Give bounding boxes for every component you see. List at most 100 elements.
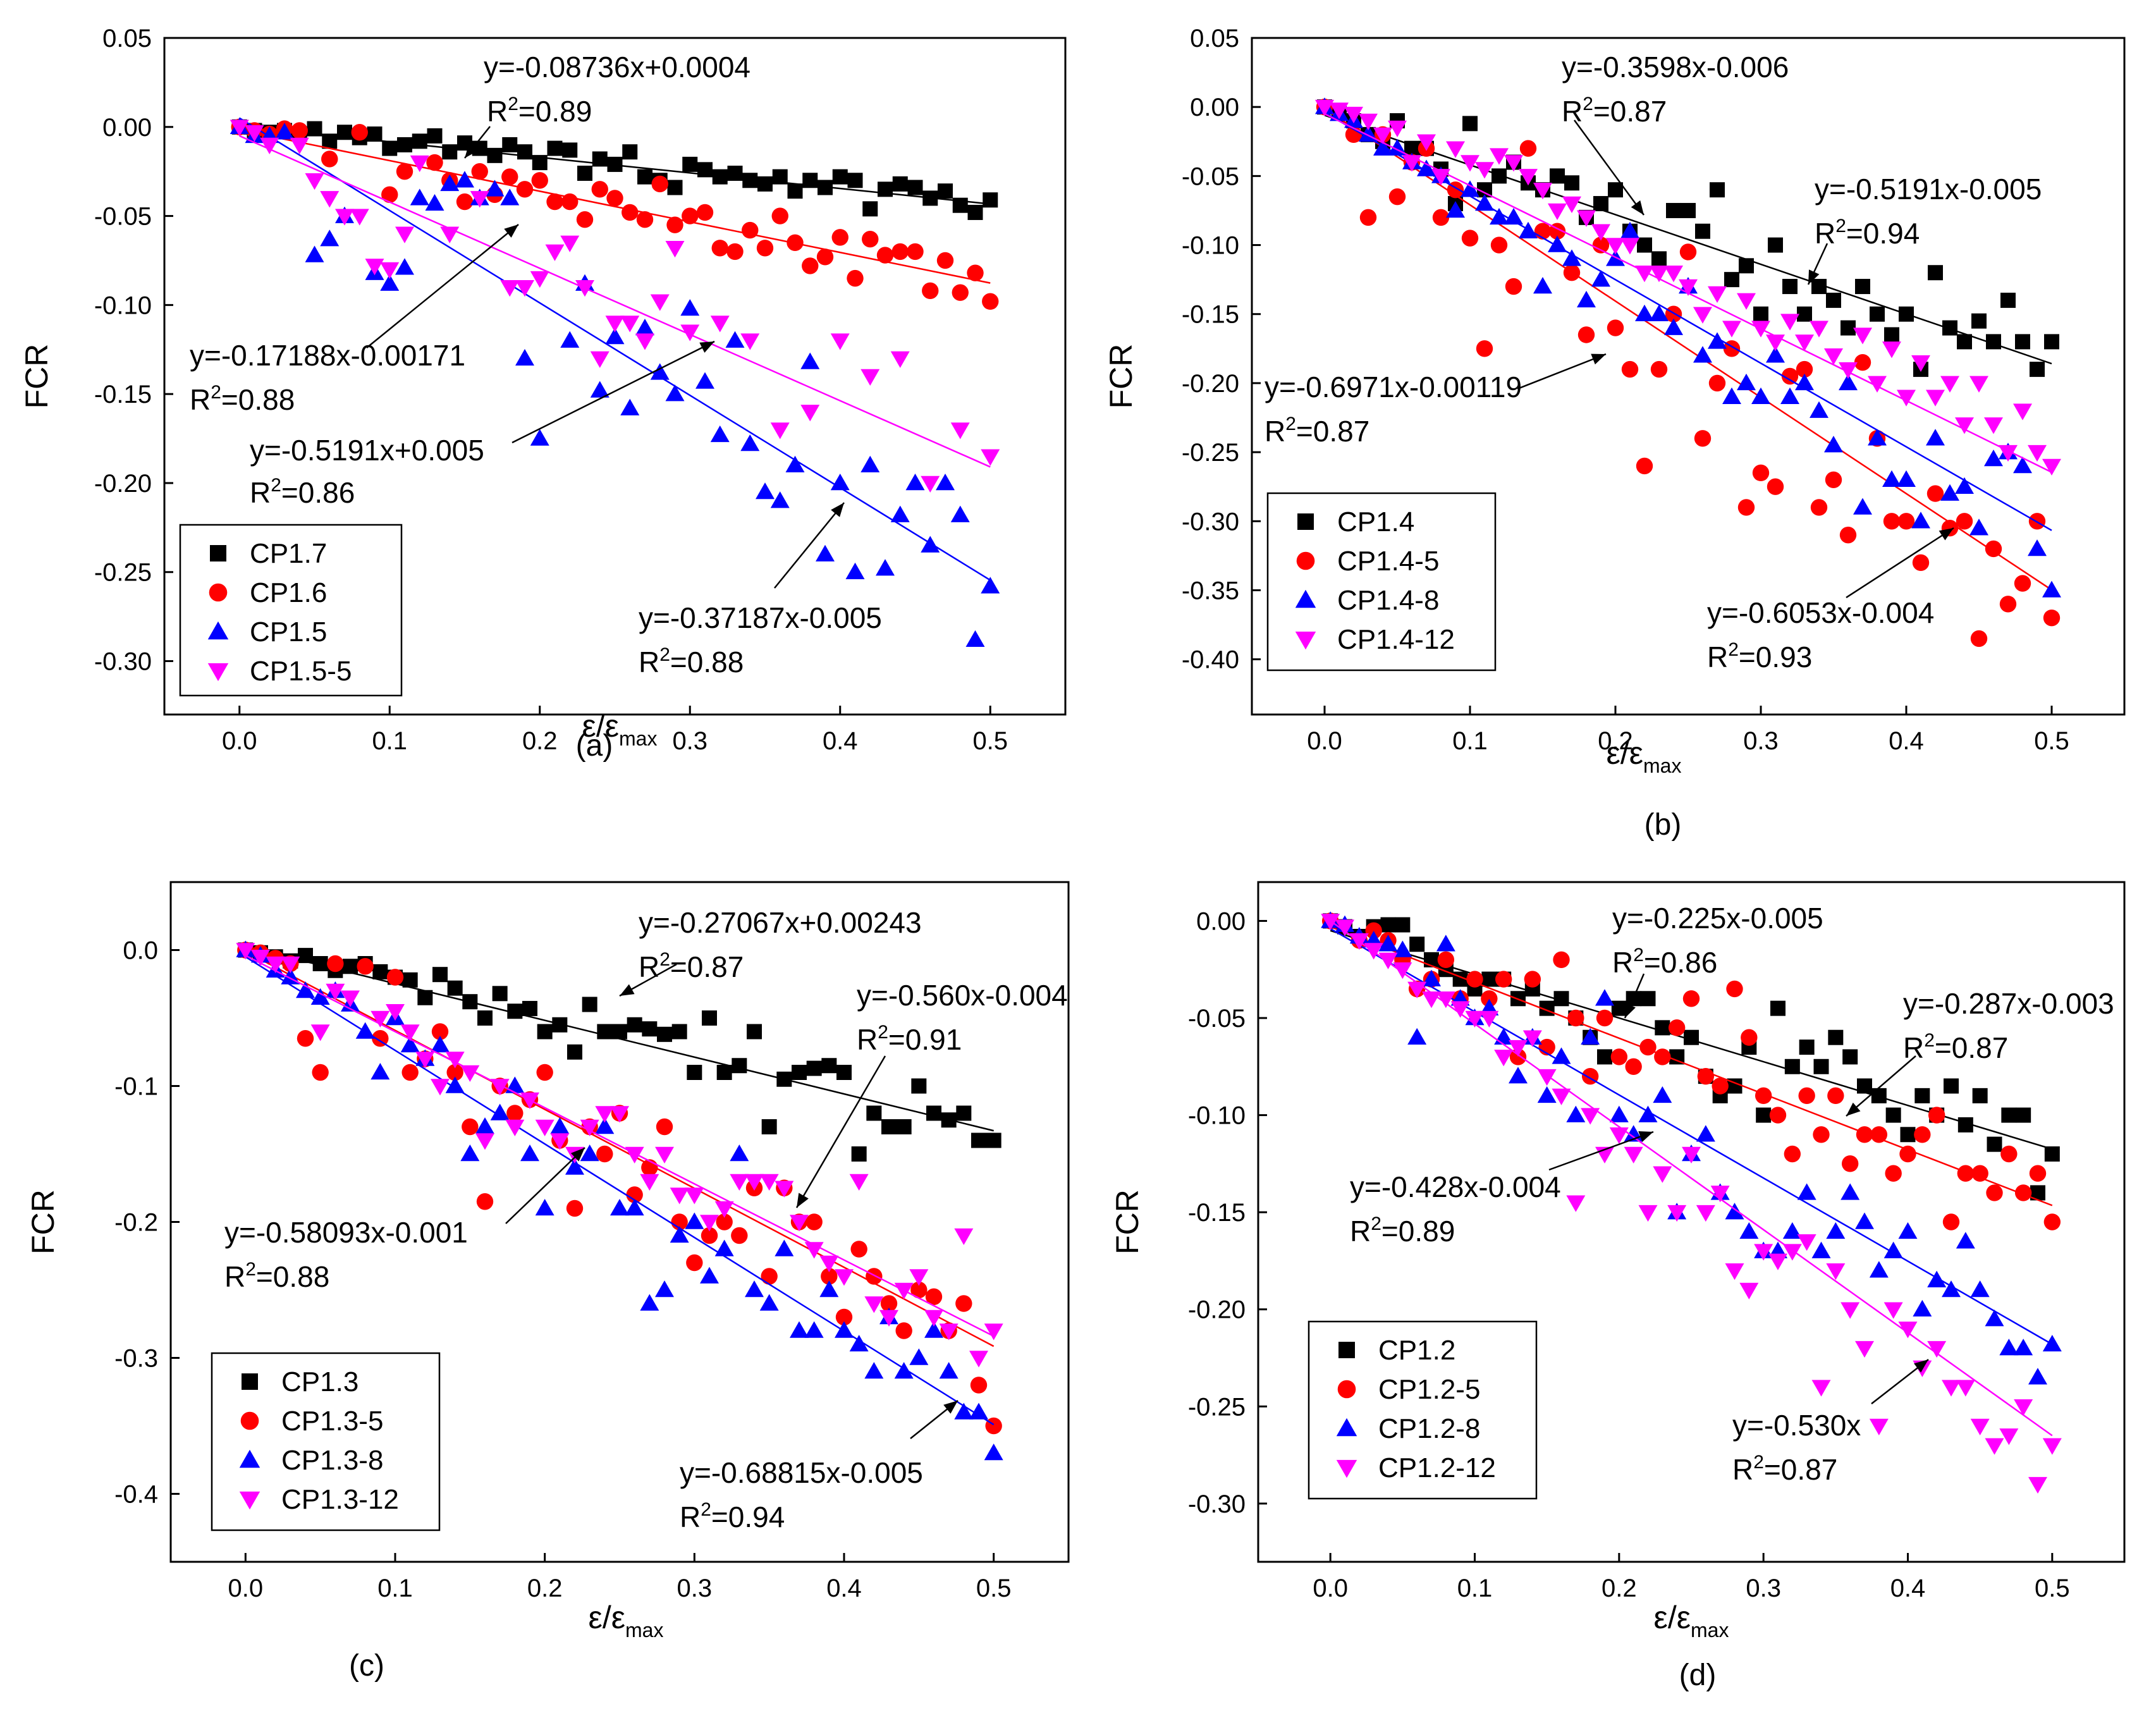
data-point-CP1.2-12	[1682, 1146, 1701, 1163]
data-point-CP1.4-12	[1344, 106, 1363, 124]
data-point-CP1.3	[776, 1071, 792, 1087]
y-axis-title: FCR	[25, 1189, 61, 1255]
data-point-CP1.6	[847, 269, 864, 287]
data-point-CP1.4	[1768, 237, 1783, 253]
data-point-CP1.4-8	[1533, 277, 1552, 294]
fit-equation: y=-0.225x-0.005	[1612, 902, 1823, 935]
data-point-CP1.4-12	[1359, 113, 1378, 131]
data-point-CP1.3-8	[505, 1076, 525, 1093]
data-point-CP1.7	[682, 156, 698, 172]
data-point-CP1.4	[1942, 320, 1957, 336]
y-tick-label: -0.30	[94, 648, 152, 676]
data-point-CP1.4-5	[1926, 485, 1944, 502]
data-point-CP1.2-12	[2042, 1438, 2062, 1455]
data-point-CP1.6	[546, 193, 563, 211]
data-point-CP1.2	[1871, 1088, 1887, 1103]
data-point-CP1.2-12	[1768, 1253, 1787, 1270]
data-point-CP1.4-8	[1635, 304, 1654, 321]
data-point-CP1.3-8	[894, 1362, 914, 1379]
data-point-CP1.3	[552, 1017, 568, 1033]
data-point-CP1.3	[792, 1065, 807, 1080]
data-point-CP1.3-8	[355, 1022, 375, 1039]
data-point-CP1.4-5	[1359, 209, 1377, 226]
annotation-arrowhead	[1914, 1359, 1928, 1373]
data-point-CP1.2	[1597, 1049, 1612, 1065]
data-point-CP1.2	[1395, 917, 1411, 933]
data-point-CP1.6	[576, 211, 594, 228]
data-point-CP1.5	[635, 318, 654, 336]
x-tick-label: 0.3	[1746, 1574, 1781, 1602]
data-point-CP1.2-5	[1697, 1067, 1715, 1085]
data-point-CP1.4-12	[1853, 328, 1872, 345]
data-point-CP1.3	[582, 997, 597, 1012]
data-point-CP1.3	[956, 1105, 972, 1121]
data-point-CP1.2-12	[1638, 1205, 1658, 1222]
data-point-CP1.2-5	[1928, 1107, 1945, 1124]
data-point-CP1.4-12	[1315, 99, 1334, 117]
data-point-CP1.2-8	[1985, 1310, 2004, 1327]
legend-label: CP1.3	[281, 1366, 358, 1397]
data-point-CP1.5-5	[410, 155, 429, 173]
data-point-CP1.2-5	[1885, 1165, 1902, 1182]
data-point-CP1.5-5	[260, 137, 279, 154]
annotation-arrowhead	[831, 503, 844, 517]
data-point-CP1.2-8	[1913, 1299, 1932, 1316]
y-tick-label: -0.25	[1188, 1393, 1246, 1421]
data-point-CP1.4-12	[1402, 155, 1421, 172]
legend-marker-CP1.2-8	[1336, 1418, 1357, 1437]
data-point-CP1.3-8	[685, 1212, 704, 1229]
data-point-CP1.5-5	[545, 244, 565, 261]
data-point-CP1.2	[2016, 1107, 2031, 1123]
legend-marker-CP1.4-5	[1296, 551, 1315, 570]
data-point-CP1.5-5	[981, 449, 1000, 466]
data-point-CP1.6	[816, 248, 834, 266]
data-point-CP1.2-5	[1841, 1155, 1859, 1172]
data-point-CP1.4-5	[1563, 264, 1581, 281]
data-point-CP1.5-5	[335, 209, 354, 226]
fit-equation: y=-0.58093x-0.001	[224, 1216, 468, 1249]
y-tick-label: -0.4	[114, 1481, 158, 1509]
data-point-CP1.2-5	[1798, 1087, 1815, 1105]
data-point-CP1.6	[726, 243, 744, 261]
data-point-CP1.2	[1655, 1020, 1670, 1036]
legend-marker-CP1.5	[207, 621, 229, 640]
data-point-CP1.4-12	[1490, 148, 1509, 165]
data-point-CP1.3	[298, 948, 313, 964]
data-point-CP1.4-8	[1417, 159, 1436, 176]
data-point-CP1.5	[485, 180, 505, 197]
data-point-CP1.4-5	[1607, 319, 1624, 336]
data-point-CP1.7	[697, 162, 713, 178]
data-point-CP1.3-12	[236, 943, 255, 960]
data-point-CP1.3	[716, 1065, 732, 1080]
data-point-CP1.3-5	[850, 1241, 867, 1258]
data-point-CP1.2-5	[1914, 1126, 1931, 1143]
data-point-CP1.6	[936, 252, 954, 269]
data-point-CP1.2-8	[1898, 1222, 1918, 1239]
fit-r2: R2=0.88	[639, 644, 744, 678]
data-point-CP1.5-5	[530, 271, 549, 288]
data-point-CP1.7	[787, 183, 803, 199]
data-point-CP1.7	[922, 190, 938, 206]
data-point-CP1.2-8	[1942, 1280, 1961, 1298]
data-point-CP1.4-8	[1577, 290, 1596, 308]
data-point-CP1.3-8	[475, 1117, 494, 1134]
annotation-arrowhead	[570, 1148, 585, 1162]
data-point-CP1.2	[1900, 1127, 1916, 1143]
data-point-CP1.6	[967, 264, 984, 281]
x-tick-label: 0.1	[1457, 1574, 1493, 1602]
data-point-CP1.7	[562, 142, 578, 158]
data-point-CP1.4-12	[1911, 355, 1930, 372]
data-point-CP1.2-12	[1537, 1069, 1557, 1086]
data-point-CP1.4-5	[1592, 236, 1610, 254]
legend-marker-CP1.2-12	[1336, 1459, 1357, 1478]
data-point-CP1.7	[412, 133, 427, 149]
data-point-CP1.6	[831, 229, 848, 246]
data-point-CP1.2-12	[1566, 1195, 1586, 1212]
legend-marker-CP1.5-5	[207, 663, 229, 682]
y-tick-label: 0.00	[1196, 907, 1246, 935]
x-tick-label: 0.4	[826, 1574, 862, 1602]
data-point-CP1.3-5	[866, 1268, 883, 1285]
data-point-CP1.2-12	[1436, 991, 1455, 1009]
data-point-CP1.2	[1784, 1058, 1800, 1074]
